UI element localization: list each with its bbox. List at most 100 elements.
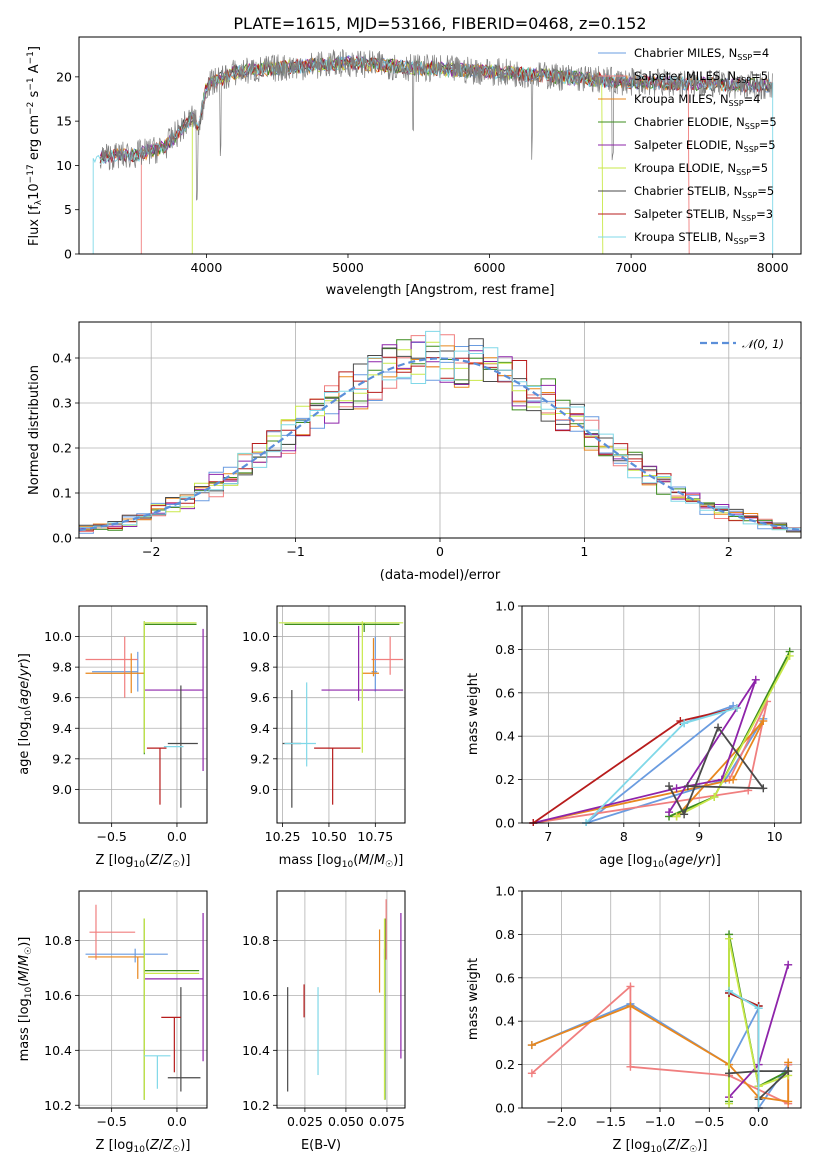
mwZ-plot-area [527,930,793,1111]
plus-marker [751,675,760,684]
plus-marker [784,1058,793,1067]
mwZ-ytick-label: 0.6 [495,970,515,985]
mass-vs-ebv-panel: 0.025 0.050 0.075 10.2 10.4 10.6 10.8 [242,890,406,1129]
legend-label-main: Chabrier STELIB, N [634,184,742,198]
legend-label-sub: SSP [736,168,751,177]
mwZ-frame [521,890,802,1109]
age-vs-metallicity-panel: −0.5 0.0 9.0 9.2 9.4 9.6 9.8 10.0 [44,605,208,844]
ageZ-frame [78,605,208,824]
residuals-ytick-label: 0.3 [52,396,72,411]
ageMass-xtick-label: 10.50 [311,829,347,844]
legend-label: Salpeter MILES, NSSP=5 [634,69,768,85]
plus-marker [784,960,793,969]
plus-marker [784,1097,793,1106]
massZ-xlabel: Z [log10(Z/Z☉)] [96,1138,191,1155]
mass-weight-line [531,1002,789,1111]
massEbv-frame [276,890,406,1109]
massEbv-ytick-label: 10.8 [242,933,270,948]
residuals-xtick-label: −1 [286,544,304,559]
plus-marker [729,775,738,784]
massZ-xtick-label: −0.5 [96,1114,126,1129]
residuals-xtick-label: −2 [142,544,160,559]
mwZ-xtick-label: −1.0 [645,1114,675,1129]
residuals-xtick-label: 0 [436,544,444,559]
legend-label-sub: SSP [737,53,752,62]
ageZ-ytick-label: 9.2 [52,751,72,766]
legend-label-main: Salpeter ELODIE, N [634,138,744,152]
ageMass-ticks: 10.25 10.50 10.75 9.0 9.2 9.4 9.6 9.8 10.0 [242,629,393,844]
ageZ-ytick-label: 9.4 [52,721,72,736]
ageZ-plot-area [85,621,204,808]
age-vs-mass-panel: 10.25 10.50 10.75 9.0 9.2 9.4 9.6 9.8 10.0 [242,605,406,844]
plus-marker [672,784,681,793]
mwZ-ticks: −2.0 −1.5 −1.0 −0.5 0.0 0.0 0.2 0.4 0.6 0.8 1.0 [495,884,768,1130]
mwAge-ticks: 7 8 9 10 0.0 0.2 0.4 0.6 0.8 1.0 [495,599,782,845]
massEbv-xtick-label: 0.025 [287,1114,323,1129]
massZ-ylabel: mass [log10(M/M☉)] [17,937,34,1062]
mwZ-ytick-label: 0.0 [495,1101,515,1116]
mwAge-ytick-label: 0.0 [495,816,515,831]
massZ-ytick-label: 10.8 [44,933,72,948]
legend-label-tail: =3 [756,207,773,221]
plus-marker [665,808,674,817]
mass-weight-series [665,723,768,819]
legend-label-sub: SSP [734,237,749,246]
spectrum-ytick-label: 10 [56,158,72,173]
spectrum-xtick-label: 8000 [757,260,789,275]
plus-marker [665,782,674,791]
spectrum-data-line [99,49,773,201]
ageZ-ticks: −0.5 0.0 9.0 9.2 9.4 9.6 9.8 10.0 [44,629,187,844]
mwAge-xlabel: age [log10(age/yr)] [599,853,721,870]
mass-weight-line [533,701,768,824]
ageMass-ytick-label: 9.4 [250,721,270,736]
plus-marker [527,1041,536,1050]
legend-label: Chabrier ELODIE, NSSP=5 [634,115,777,131]
legend-label-main: Kroupa ELODIE, N [634,161,736,175]
massZ-plot-area [85,904,204,1100]
residuals-plot-area [79,330,801,534]
ageMass-ytick-label: 9.6 [250,690,270,705]
legend-label: Kroupa STELIB, NSSP=3 [634,230,765,246]
mwZ-xtick-label: −0.5 [694,1114,724,1129]
errorbar-point [144,628,204,772]
ageZ-grid [79,606,207,823]
ageZ-xlabel: Z [log10(Z/Z☉)] [96,853,191,870]
gaussian-curve [79,357,801,532]
ageZ-ytick-label: 9.6 [52,690,72,705]
spectrum-xtick-label: 5000 [332,260,364,275]
massZ-xtick-label: 0.0 [167,1114,187,1129]
spectrum-xtick-label: 7000 [615,260,647,275]
mwAge-ytick-label: 0.2 [495,772,515,787]
legend-label-sub: SSP [729,99,744,108]
residuals-xlabel: (data-model)/error [380,568,501,583]
residuals-xtick-label: 2 [725,544,733,559]
legend-label: Chabrier MILES, NSSP=4 [634,46,769,62]
errorbar-point [167,987,201,1092]
legend-label-tail: =5 [751,69,768,83]
spectrum-ytick-label: 15 [56,114,72,129]
errorbar-point [88,956,145,979]
massZ-frame [78,890,208,1109]
residuals-ylabel: Normed distribution [27,365,42,495]
massZ-grid [79,891,207,1108]
mwZ-xtick-label: −1.5 [596,1114,626,1129]
massZ-ticks: −0.5 0.0 10.2 10.4 10.6 10.8 [44,933,187,1129]
errorbar-point [85,653,145,694]
massEbv-plot-area [287,899,402,1100]
spectrum-plot-area [92,49,774,254]
plus-marker [754,1004,763,1013]
errorbar-point [371,636,404,675]
legend-label: Salpeter ELODIE, NSSP=5 [634,138,776,154]
ageZ-xtick-label: 0.0 [167,829,187,844]
legend-label: Chabrier STELIB, NSSP=5 [634,184,774,200]
massEbv-ticks: 0.025 0.050 0.075 10.2 10.4 10.6 10.8 [242,933,405,1129]
legend-label-sub: SSP [744,145,759,154]
figure-title: PLATE=1615, MJD=53166, FIBERID=0468, z=0… [233,14,646,33]
spectrum-xlabel: wavelength [Angstrom, rest frame] [326,283,555,298]
residuals-ytick-label: 0.0 [52,531,72,546]
ageMass-xlabel: mass [log10(M/M☉)] [279,853,404,870]
mass-vs-metallicity-panel: −0.5 0.0 10.2 10.4 10.6 10.8 [44,890,208,1129]
mwAge-xtick-label: 9 [695,829,703,844]
legend-label-tail: =5 [759,138,776,152]
mwZ-ytick-label: 0.4 [495,1014,515,1029]
